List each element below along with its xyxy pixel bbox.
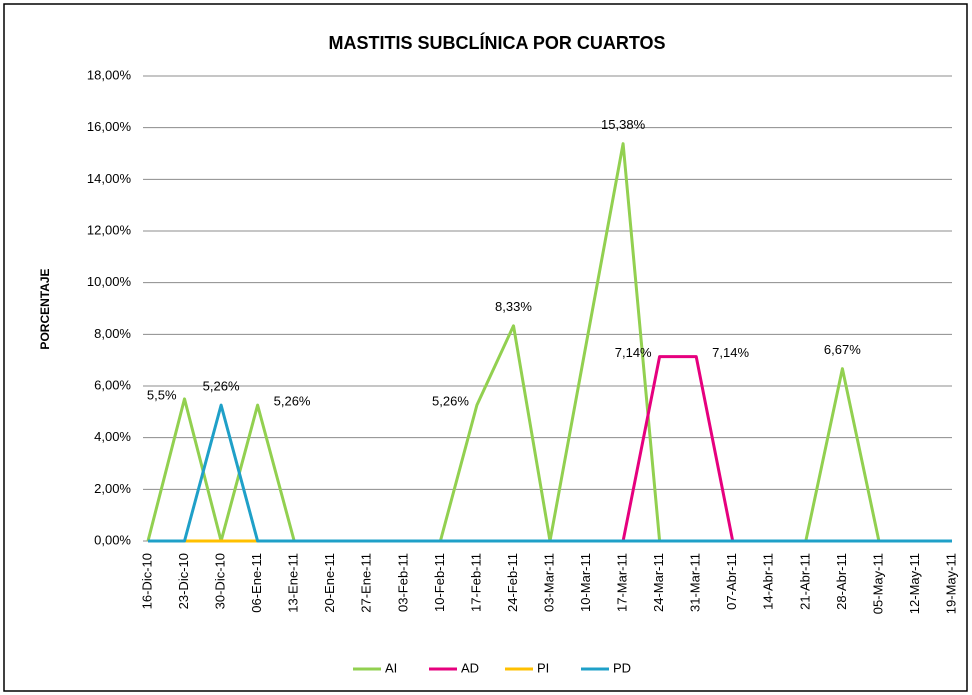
data-label: 7,14% [712, 345, 749, 360]
legend-label: AD [461, 660, 479, 675]
x-tick-label: 06-Ene-11 [249, 553, 264, 613]
x-tick-label: 21-Abr-11 [797, 553, 812, 610]
x-tick-label: 24-Feb-11 [505, 553, 520, 612]
data-label: 5,26% [203, 379, 240, 394]
y-axis-label: PORCENTAJE [38, 268, 52, 349]
y-tick-label: 8,00% [94, 326, 131, 341]
data-label: 5,26% [432, 394, 469, 409]
y-tick-label: 14,00% [87, 171, 132, 186]
x-tick-label: 10-Feb-11 [432, 553, 447, 612]
chart-border [3, 3, 968, 692]
chart-title: MASTITIS SUBCLÍNICA POR CUARTOS [328, 32, 665, 53]
x-tick-label: 17-Mar-11 [615, 553, 630, 612]
x-tick-label: 07-Abr-11 [724, 553, 739, 610]
x-tick-label: 31-Mar-11 [688, 553, 703, 612]
x-tick-label: 24-Mar-11 [651, 553, 666, 612]
x-tick-label: 14-Abr-11 [761, 553, 776, 610]
x-tick-label: 10-Mar-11 [578, 553, 593, 612]
x-tick-label: 27-Ene-11 [359, 553, 374, 613]
x-tick-label: 05-May-11 [870, 553, 885, 614]
x-tick-label: 03-Mar-11 [541, 553, 556, 612]
x-tick-label: 19-May-11 [943, 553, 958, 614]
y-tick-label: 12,00% [87, 222, 132, 237]
x-tick-label: 12-May-11 [907, 553, 922, 614]
y-tick-label: 0,00% [94, 532, 131, 547]
x-tick-label: 03-Feb-11 [395, 553, 410, 612]
x-tick-label: 13-Ene-11 [286, 553, 301, 613]
y-tick-label: 4,00% [94, 429, 131, 444]
y-tick-label: 10,00% [87, 274, 132, 289]
legend-label: PI [537, 660, 549, 675]
x-tick-label: 23-Dic-10 [176, 553, 191, 609]
y-tick-label: 6,00% [94, 377, 131, 392]
series-line [148, 403, 952, 543]
x-tick-label: 20-Ene-11 [322, 553, 337, 613]
y-tick-label: 16,00% [87, 119, 132, 134]
data-label: 15,38% [601, 117, 646, 132]
x-tick-label: 30-Dic-10 [213, 553, 228, 609]
y-tick-label: 2,00% [94, 481, 131, 496]
data-label: 6,67% [824, 342, 861, 357]
data-label: 5,26% [274, 394, 311, 409]
x-tick-label: 17-Feb-11 [468, 553, 483, 612]
legend-label: AI [385, 660, 397, 675]
data-label: 8,33% [495, 299, 532, 314]
legend-label: PD [613, 660, 631, 675]
x-tick-label: 16-Dic-10 [139, 553, 154, 609]
x-tick-label: 28-Abr-11 [834, 553, 849, 610]
data-label: 7,14% [615, 345, 652, 360]
data-label: 5,5% [147, 387, 177, 402]
y-tick-label: 18,00% [87, 67, 132, 82]
